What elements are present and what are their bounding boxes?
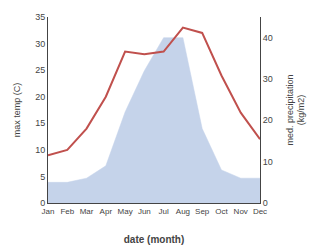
svg-text:20: 20 <box>263 115 273 125</box>
svg-text:40: 40 <box>263 33 273 43</box>
svg-text:May: May <box>118 207 133 216</box>
svg-text:30: 30 <box>35 39 45 49</box>
svg-text:max temp (C): max temp (C) <box>12 83 22 138</box>
svg-text:0: 0 <box>263 198 268 208</box>
svg-text:25: 25 <box>35 65 45 75</box>
svg-text:Apr: Apr <box>100 207 113 216</box>
svg-text:Jul: Jul <box>159 207 169 216</box>
svg-text:Sep: Sep <box>195 207 210 216</box>
svg-text:Oct: Oct <box>215 207 228 216</box>
svg-text:20: 20 <box>35 92 45 102</box>
svg-text:med. precipitation(kg/m2): med. precipitation(kg/m2) <box>285 74 307 145</box>
svg-text:Feb: Feb <box>60 207 74 216</box>
svg-text:Mar: Mar <box>80 207 94 216</box>
svg-text:Nov: Nov <box>234 207 248 216</box>
svg-text:Dec: Dec <box>253 207 267 216</box>
svg-text:Aug: Aug <box>176 207 190 216</box>
svg-text:35: 35 <box>35 12 45 22</box>
svg-text:5: 5 <box>40 172 45 182</box>
svg-text:date (month): date (month) <box>124 234 185 245</box>
svg-text:10: 10 <box>263 157 273 167</box>
svg-text:30: 30 <box>263 74 273 84</box>
svg-text:Jan: Jan <box>42 207 55 216</box>
svg-text:10: 10 <box>35 145 45 155</box>
svg-text:15: 15 <box>35 118 45 128</box>
svg-text:Jun: Jun <box>138 207 151 216</box>
svg-text:0: 0 <box>40 198 45 208</box>
